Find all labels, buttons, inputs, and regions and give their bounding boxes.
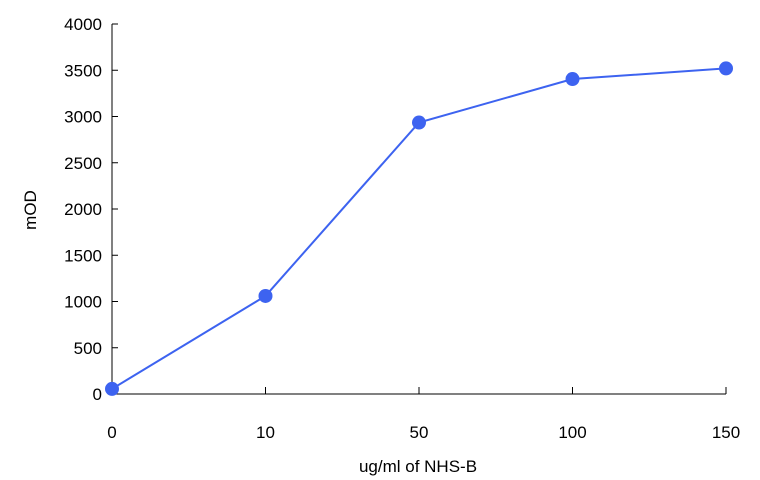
y-axis: 0 500 1000 1500 2000 2500 3000 3500 4000 <box>64 15 118 404</box>
data-point <box>412 115 426 130</box>
y-tick-label: 2000 <box>64 200 102 219</box>
y-tick-label: 3000 <box>64 108 102 127</box>
x-tick-label: 150 <box>712 423 740 442</box>
data-point <box>719 61 733 76</box>
y-tick-label: 3500 <box>64 61 102 80</box>
x-axis: 0 10 50 100 150 <box>107 387 740 442</box>
x-tick-label: 100 <box>558 423 586 442</box>
x-tick-label: 0 <box>107 423 116 442</box>
x-tick-label: 50 <box>410 423 429 442</box>
x-tick-label: 10 <box>256 423 275 442</box>
y-tick-label: 4000 <box>64 15 102 34</box>
data-point <box>105 381 119 396</box>
y-tick-label: 500 <box>74 339 102 358</box>
data-point <box>258 288 273 303</box>
y-tick-label: 2500 <box>64 154 102 173</box>
data-point <box>565 72 580 87</box>
y-axis-title: mOD <box>21 190 40 230</box>
series-group <box>105 61 733 396</box>
y-tick-label: 1000 <box>64 293 102 312</box>
x-axis-title: ug/ml of NHS-B <box>359 457 477 476</box>
y-tick-label: 0 <box>93 385 102 404</box>
y-tick-label: 1500 <box>64 246 102 265</box>
